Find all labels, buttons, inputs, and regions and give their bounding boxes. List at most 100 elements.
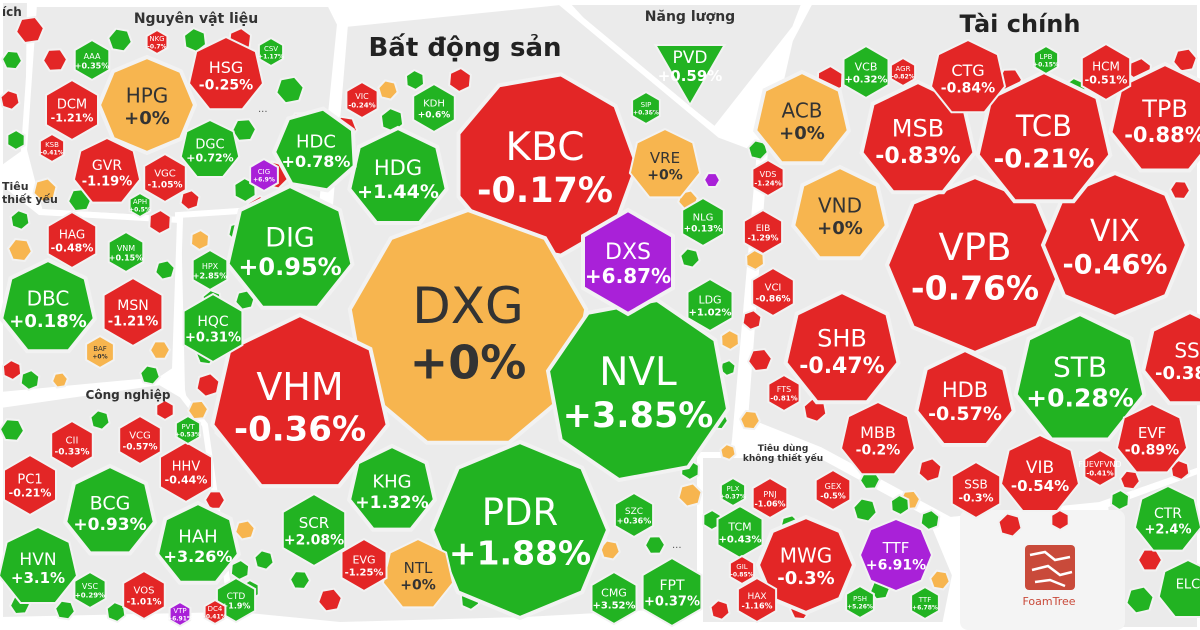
tile-hah[interactable]: HAH+3.26% [154, 500, 242, 585]
tile-ssi[interactable]: SSI-0.38% [1141, 309, 1200, 406]
tile-kdh[interactable]: KDH+0.6% [412, 82, 456, 134]
tile-msn[interactable]: MSN-1.21% [102, 276, 164, 348]
tile-cig[interactable]: CIG+6.9% [249, 157, 279, 193]
tile-eib[interactable]: EIB-1.29% [742, 208, 784, 256]
tile-scr[interactable]: SCR+2.08% [281, 492, 347, 568]
tile-aaa[interactable]: AAA+0.35% [73, 38, 111, 82]
tile-change: -1.21% [108, 315, 159, 330]
tile-hdc[interactable]: HDC+0.78% [271, 106, 357, 193]
tile-change: +0.93% [73, 515, 146, 535]
tile-cii[interactable]: CII-0.33% [50, 419, 94, 471]
tile-vcg[interactable]: VCG-0.57% [118, 414, 162, 466]
tile-evf[interactable]: EVF-0.89% [1115, 402, 1189, 474]
tile-hdb[interactable]: HDB-0.57% [914, 347, 1016, 447]
tile-hsg[interactable]: HSG-0.25% [187, 35, 265, 111]
tile-vpb[interactable]: VPB-0.76% [884, 174, 1066, 356]
tile-dgc[interactable]: DGC+0.72% [179, 118, 241, 178]
tile-vcb[interactable]: VCB+0.32% [842, 44, 890, 100]
tile-vib[interactable]: VIB-0.54% [999, 433, 1081, 512]
tile-stb[interactable]: STB+0.28% [1013, 311, 1147, 442]
tile-dxg[interactable]: DXG+0% [347, 207, 589, 445]
tile-hhv[interactable]: HHV-0.44% [159, 440, 213, 504]
tile-vre[interactable]: VRE+0% [628, 127, 702, 199]
tile-msb[interactable]: MSB-0.83% [859, 79, 977, 195]
tile-dcm[interactable]: DCM-1.21% [45, 78, 99, 142]
tile-ticker: APH [133, 198, 147, 206]
tile-vnm[interactable]: VNM+0.15% [107, 230, 145, 274]
tile-hpx[interactable]: HPX+2.85% [191, 248, 229, 292]
tile-mbb[interactable]: MBB-0.2% [839, 400, 917, 476]
tile-ctg[interactable]: CTG-0.84% [929, 38, 1007, 114]
tile-dxs[interactable]: DXS+6.87% [581, 207, 675, 317]
tile-gil[interactable]: GIL-0.85% [728, 554, 756, 586]
tile-pc1[interactable]: PC1-0.21% [3, 453, 57, 517]
tile-ctr[interactable]: CTR+2.4% [1133, 484, 1200, 552]
tile-baf[interactable]: BAF+0% [85, 334, 115, 370]
tile-bcg[interactable]: BCG+0.93% [63, 463, 157, 556]
tile-vos[interactable]: VOS-1.01% [122, 569, 166, 621]
tile-ttf2[interactable]: TTF+6.78% [910, 585, 940, 621]
tile-vci[interactable]: VCI-0.86% [751, 266, 795, 318]
tile-vhm[interactable]: VHM-0.36% [210, 312, 390, 489]
filler-tile [179, 189, 201, 211]
tile-agr[interactable]: AGR-0.82% [889, 56, 917, 88]
tile-sip[interactable]: SIP+0.38% [631, 90, 661, 126]
tile-hqc[interactable]: HQC+0.31% [182, 292, 244, 364]
tile-pvd[interactable]: PVD+0.59% [653, 44, 727, 108]
tile-aph[interactable]: APH+0.5% [128, 191, 152, 219]
tile-fts[interactable]: FTS-0.81% [767, 373, 801, 413]
tile-evg[interactable]: EVG-1.25% [340, 537, 388, 593]
tile-shape [154, 500, 242, 585]
tile-ntl[interactable]: NTL+0% [381, 537, 455, 609]
tile-dig[interactable]: DIG+0.95% [225, 183, 355, 310]
tile-plx[interactable]: PLX+0.37% [719, 476, 747, 508]
tile-ksb[interactable]: KSB-0.41% [38, 132, 66, 164]
filler-tile [448, 66, 472, 94]
tile-lpb[interactable]: LPB+0.15% [1032, 44, 1060, 76]
tile-hpg[interactable]: HPG+0% [96, 54, 198, 156]
tile-mwg[interactable]: MWG-0.3% [755, 514, 857, 616]
tile-change: +0.36% [617, 516, 651, 525]
tile-vds[interactable]: VDS-1.24% [751, 158, 785, 198]
tile-ldg[interactable]: LDG+1.02% [686, 277, 734, 333]
tile-nkg[interactable]: NKG-0.7% [145, 28, 169, 56]
tile-kbc[interactable]: KBC-0.17% [456, 72, 640, 258]
tile-khg[interactable]: KHG+1.32% [346, 443, 438, 532]
tile-dbc[interactable]: DBC+0.18% [0, 257, 97, 354]
tile-cmg[interactable]: CMG+3.52% [590, 570, 638, 626]
tile-csv[interactable]: CSV+1.17% [257, 36, 285, 68]
tile-fpt[interactable]: FPT+0.37% [641, 556, 703, 628]
tile-pdr[interactable]: PDR+1.88% [429, 439, 611, 621]
tile-hcm[interactable]: HCM-0.51% [1080, 42, 1132, 102]
tile-ctd[interactable]: CTD+1.9% [215, 576, 257, 624]
tile-psh[interactable]: PSH+5.26% [845, 584, 875, 620]
tile-nvl[interactable]: NVL+3.85% [545, 297, 731, 483]
tile-change: -0.2% [856, 443, 901, 459]
tile-pnj[interactable]: PNJ-1.06% [751, 476, 789, 520]
tile-nlg[interactable]: NLG+0.13% [681, 196, 725, 248]
tile-shb[interactable]: SHB-0.47% [783, 289, 901, 405]
tile-hvn[interactable]: HVN+3.1% [0, 525, 79, 604]
tile-vgc[interactable]: VGC-1.05% [143, 152, 187, 204]
tile-acb[interactable]: ACB+0% [753, 69, 851, 166]
tile-pvt[interactable]: PVT+0.53% [174, 414, 202, 446]
tile-vix[interactable]: VIX-0.46% [1040, 170, 1190, 320]
tile-fuevfvnd[interactable]: FUEVFVND-0.41% [1078, 448, 1122, 488]
tile-vsc[interactable]: VSC+0.29% [73, 570, 107, 610]
tile-elc[interactable]: ELC [1157, 558, 1200, 618]
tile-hag[interactable]: HAG-0.48% [46, 210, 98, 270]
filler-tile [0, 49, 24, 71]
tile-szc[interactable]: SZC+0.36% [613, 491, 655, 539]
tile-vic[interactable]: VIC-0.24% [345, 80, 379, 120]
tile-hdg[interactable]: HDG+1.44% [347, 125, 449, 225]
tile-gvr[interactable]: GVR-1.19% [72, 136, 142, 204]
tile-ssb[interactable]: SSB-0.3% [950, 460, 1002, 520]
tile-dc4[interactable]: DC4-0.41% [203, 598, 227, 626]
tile-gex[interactable]: GEX-0.5% [814, 468, 852, 512]
tile-vtp[interactable]: VTP+6.91% [167, 600, 193, 628]
filler-tile [1172, 47, 1198, 73]
tile-ttf[interactable]: TTF+6.91% [858, 517, 934, 593]
foamtree-logo: FoamTree [1022, 545, 1076, 608]
tile-hax[interactable]: HAX-1.16% [736, 576, 778, 624]
tile-vnd[interactable]: VND+0% [791, 164, 889, 261]
